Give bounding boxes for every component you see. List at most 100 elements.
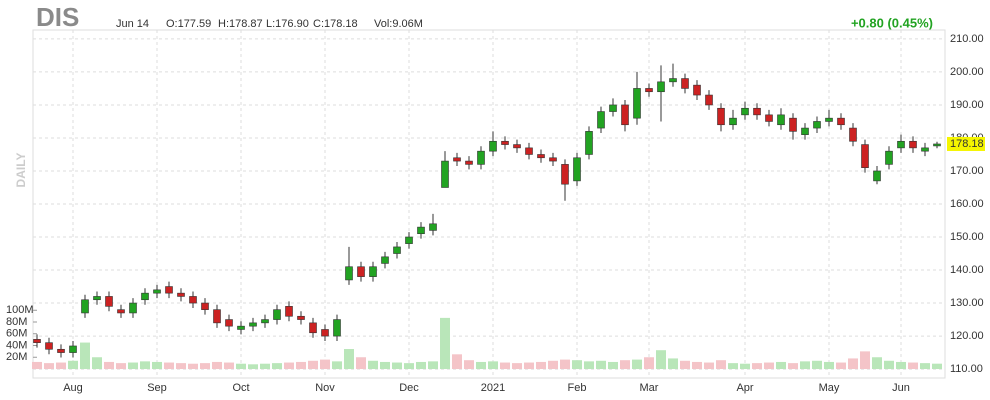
y-tick-label: 190.00: [950, 99, 984, 111]
volume-bar: [692, 361, 702, 369]
volume-bar: [896, 361, 906, 369]
volume-bar: [560, 359, 570, 369]
candle-body: [885, 150, 893, 165]
volume-bar: [572, 360, 582, 369]
volume-bar: [500, 362, 510, 369]
volume-bar: [368, 360, 378, 369]
symbol: DIS: [36, 2, 79, 32]
x-tick-label: Dec: [399, 382, 419, 394]
candle-body: [57, 348, 65, 353]
volume-bar: [320, 359, 330, 369]
candle-body: [369, 266, 377, 277]
volume-bar: [116, 363, 126, 369]
volume-bar: [788, 363, 798, 369]
volume-bar: [824, 361, 834, 369]
candle-body: [213, 309, 221, 324]
x-tick-label: 2021: [481, 382, 505, 394]
volume-bar: [92, 357, 102, 369]
volume-bar: [416, 361, 426, 369]
candle-body: [309, 322, 317, 334]
date: Jun 14: [116, 18, 149, 30]
volume-tick-label: 60M: [6, 328, 27, 340]
volume-bar: [776, 361, 786, 369]
volume-bar: [620, 360, 630, 369]
volume-bar: [164, 362, 174, 369]
volume-bar: [44, 363, 54, 369]
volume-bar: [908, 362, 918, 369]
candle-body: [753, 107, 761, 116]
candle-body: [333, 319, 341, 337]
candle-body: [117, 309, 125, 314]
candle-body: [537, 154, 545, 159]
candle-body: [513, 144, 521, 149]
candle-body: [801, 127, 809, 135]
candle-body: [273, 309, 281, 320]
candle-body: [249, 322, 257, 327]
candle-body: [693, 84, 701, 96]
candle-body: [45, 342, 53, 350]
candle-body: [417, 226, 425, 235]
candle-body: [69, 345, 77, 353]
candle-body: [609, 104, 617, 112]
candle-body: [657, 81, 665, 93]
candle-body: [765, 114, 773, 122]
x-tick-label: Sep: [147, 382, 167, 394]
candle-body: [909, 140, 917, 149]
volume-bar: [332, 361, 342, 369]
x-tick-label: Aug: [63, 382, 83, 394]
volume-bar: [668, 358, 678, 369]
candle-body: [705, 94, 713, 106]
candle-body: [285, 306, 293, 317]
y-tick-label: 170.00: [950, 165, 984, 177]
x-tick-label: Oct: [232, 382, 249, 394]
volume-bar: [56, 362, 66, 369]
volume-bar: [452, 354, 462, 369]
candle-body: [873, 170, 881, 182]
volume-bar: [68, 360, 78, 369]
candle-body: [813, 121, 821, 129]
volume-bar: [392, 362, 402, 369]
candle-body: [405, 236, 413, 244]
open-label: O:177.59: [166, 18, 211, 30]
x-tick-label: Feb: [568, 382, 587, 394]
candle-body: [201, 302, 209, 310]
candle-body: [261, 319, 269, 324]
candle-body: [525, 147, 533, 155]
y-tick-label: 130.00: [950, 297, 984, 309]
high-label: H:178.87: [218, 18, 263, 30]
candle-body: [81, 299, 89, 314]
x-tick-label: Apr: [736, 382, 753, 394]
volume-tick-label: 40M: [6, 339, 27, 351]
volume-bar: [644, 357, 654, 369]
volume-bar: [200, 363, 210, 369]
candle-body: [597, 111, 605, 129]
candle-body: [189, 296, 197, 304]
volume-bar: [476, 361, 486, 369]
candle-body: [633, 88, 641, 119]
candle-body: [345, 266, 353, 281]
volume-bar: [356, 357, 366, 369]
candle-body: [237, 325, 245, 330]
volume-tick-label: 20M: [6, 351, 27, 363]
volume-bar: [152, 361, 162, 369]
candle-body: [453, 157, 461, 162]
y-tick-label: 120.00: [950, 330, 984, 342]
volume-label: Vol:9.06M: [374, 18, 423, 30]
candle-body: [477, 150, 485, 165]
candle-body: [717, 107, 725, 126]
volume-bar: [32, 361, 42, 369]
candle-body: [645, 88, 653, 93]
candle-body: [573, 157, 581, 182]
volume-bar: [656, 350, 666, 369]
change: +0.80 (0.45%): [851, 15, 933, 30]
volume-bar: [188, 363, 198, 369]
x-tick-label: May: [819, 382, 840, 394]
candle-body: [585, 131, 593, 155]
candle-body: [789, 117, 797, 132]
candle-body: [933, 143, 941, 147]
volume-bar: [800, 361, 810, 369]
candle-body: [501, 140, 509, 145]
low-label: L:176.90: [266, 18, 309, 30]
volume-bar: [524, 362, 534, 369]
